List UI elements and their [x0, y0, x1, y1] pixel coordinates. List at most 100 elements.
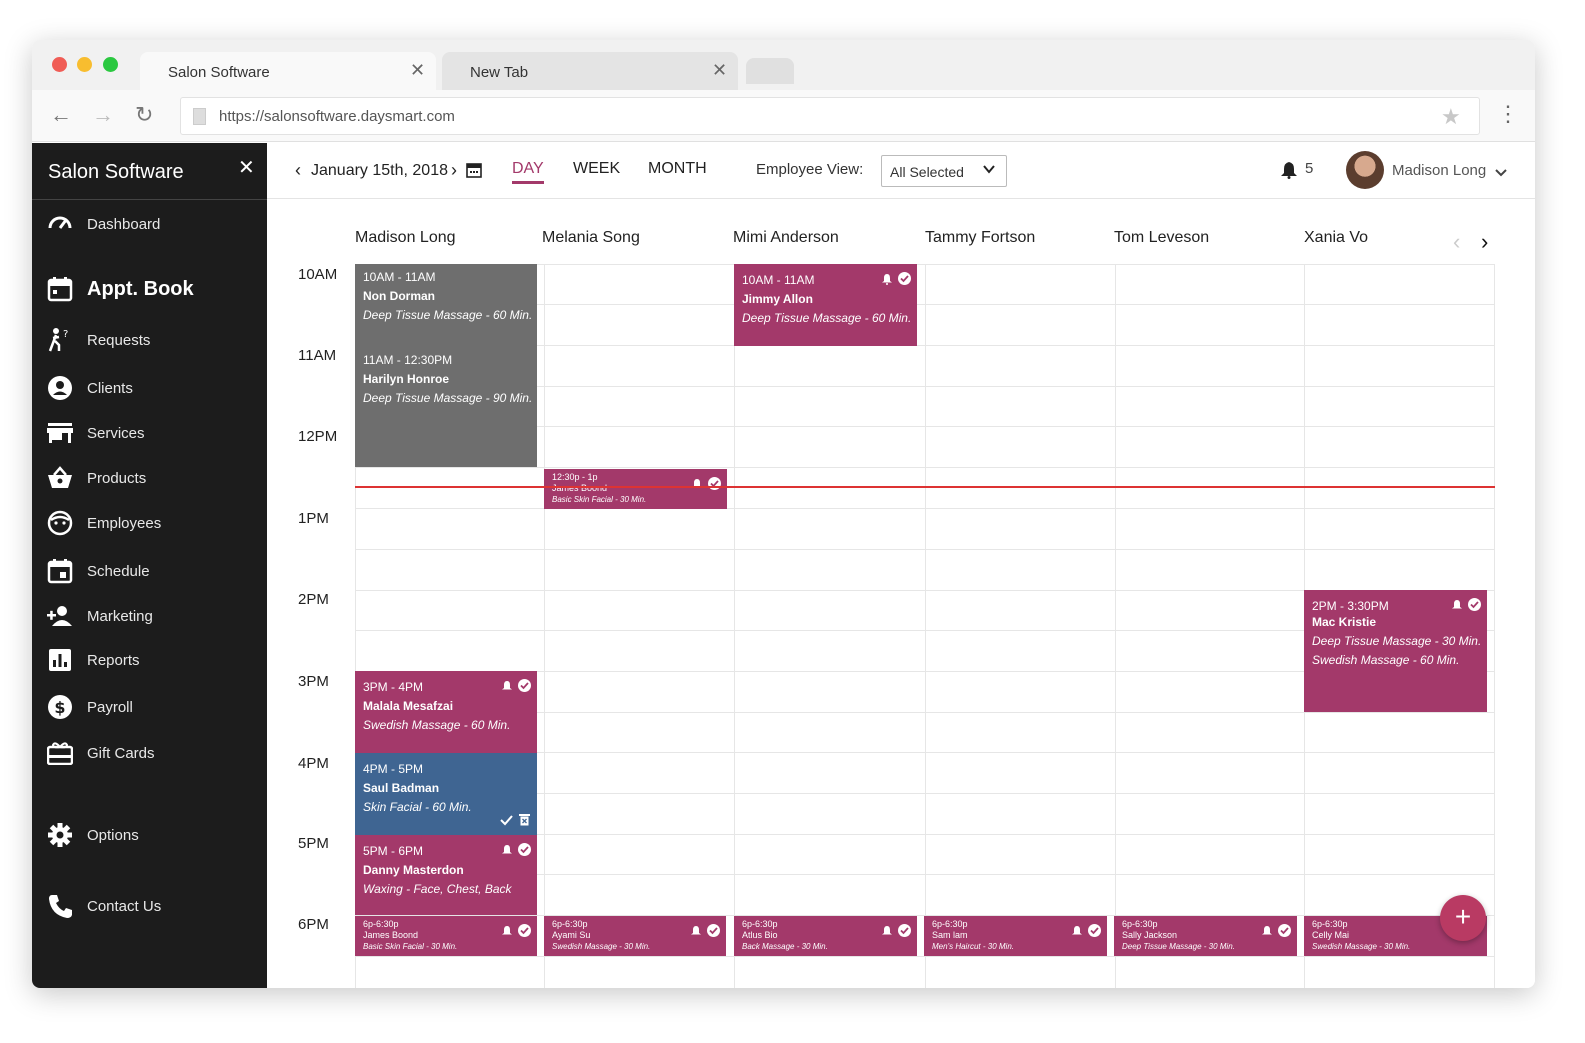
- maximize-window-button[interactable]: [103, 57, 118, 72]
- reminder-icon: [500, 843, 513, 856]
- appointment-time: 6p-6:30p: [1122, 919, 1158, 929]
- appointment-card[interactable]: 6p-6:30p James Boond Basic Skin Facial -…: [355, 916, 537, 956]
- time-label: 1PM: [298, 510, 329, 527]
- back-icon[interactable]: ←: [50, 102, 72, 127]
- appointment-service: Swedish Massage - 60 Min.: [363, 718, 511, 732]
- next-day-icon[interactable]: ›: [451, 160, 457, 180]
- appointment-card[interactable]: 3PM - 4PM Malala Mesafzai Swedish Massag…: [355, 671, 537, 753]
- store-icon: [46, 419, 74, 447]
- tab-label: Salon Software: [168, 64, 270, 81]
- appointment-status: [1260, 924, 1291, 937]
- sidebar-item-products[interactable]: Products: [46, 464, 256, 494]
- sidebar-item-gift-cards[interactable]: Gift Cards: [46, 739, 256, 769]
- employee-view-select[interactable]: All Selected: [881, 155, 1007, 187]
- reload-icon[interactable]: ↻: [135, 102, 154, 127]
- reminder-icon: [500, 679, 513, 692]
- tab-day[interactable]: DAY: [512, 160, 544, 184]
- minimize-window-button[interactable]: [77, 57, 92, 72]
- appointment-card[interactable]: 5PM - 6PM Danny Masterdon Waxing - Face,…: [355, 835, 537, 915]
- sidebar-item-clients[interactable]: Clients: [46, 374, 256, 404]
- chevron-down-icon[interactable]: [1495, 165, 1507, 183]
- trash-icon[interactable]: [518, 813, 531, 826]
- previous-day-icon[interactable]: ‹: [295, 160, 301, 180]
- menu-icon[interactable]: ⋮: [1497, 101, 1519, 126]
- face-icon: [46, 509, 74, 537]
- confirmed-icon: [1088, 924, 1101, 937]
- close-sidebar-icon[interactable]: ✕: [238, 157, 255, 179]
- bell-icon[interactable]: [1279, 161, 1299, 184]
- employee-column-header: Tammy Fortson: [925, 229, 1036, 246]
- appointment-client: James Boond: [552, 483, 608, 493]
- reminder-icon: [500, 924, 513, 937]
- appointment-client: Danny Masterdon: [363, 863, 464, 877]
- appointment-card[interactable]: 12:30p - 1p James Boond Basic Skin Facia…: [544, 469, 727, 509]
- sidebar-item-dashboard[interactable]: Dashboard: [46, 210, 256, 240]
- next-employees-icon[interactable]: ›: [1481, 229, 1489, 254]
- sidebar-item-appt-book[interactable]: Appt. Book: [46, 275, 256, 305]
- schedule-icon: [46, 557, 74, 585]
- time-label: 10AM: [298, 266, 338, 283]
- plus-icon: +: [1454, 901, 1472, 932]
- appointment-time: 10AM - 11AM: [363, 270, 436, 284]
- user-name[interactable]: Madison Long: [1392, 162, 1487, 179]
- account-circle-icon: [46, 374, 74, 402]
- appointment-client: Saul Badman: [363, 781, 440, 795]
- gift-card-icon: [46, 739, 74, 767]
- sidebar: Salon Software ✕ Dashboard Appt. Book ? …: [32, 143, 267, 988]
- appointment-card[interactable]: 2PM - 3:30PM Mac Kristie Deep Tissue Mas…: [1304, 590, 1487, 712]
- url-field[interactable]: https://salonsoftware.daysmart.com ★: [180, 97, 1480, 135]
- employee-column-header: Tom Leveson: [1114, 229, 1210, 246]
- tab-month[interactable]: MONTH: [648, 160, 707, 177]
- sidebar-item-label: Contact Us: [87, 898, 162, 915]
- appointment-status: [500, 924, 531, 937]
- tab-week[interactable]: WEEK: [573, 160, 621, 177]
- bar-chart-icon: [46, 646, 74, 674]
- sidebar-item-marketing[interactable]: Marketing: [46, 602, 256, 632]
- tab-strip: Salon Software ✕ New Tab ✕: [32, 40, 1535, 90]
- close-tab-icon[interactable]: ✕: [712, 60, 728, 80]
- appointment-service: Skin Facial - 60 Min.: [363, 800, 472, 814]
- sidebar-item-requests[interactable]: ? Requests: [46, 326, 256, 356]
- appointment-card[interactable]: 6p-6:30p Sam lam Men's Haircut - 30 Min.: [924, 916, 1107, 956]
- appointment-service: Deep Tissue Massage - 90 Min.: [363, 391, 533, 405]
- sidebar-item-label: Appt. Book: [87, 278, 194, 300]
- requests-icon: ?: [46, 326, 74, 354]
- star-icon[interactable]: ★: [1441, 104, 1461, 129]
- appointment-card-selected[interactable]: 4PM - 5PM Saul Badman Skin Facial - 60 M…: [355, 753, 537, 835]
- sidebar-item-services[interactable]: Services: [46, 419, 256, 449]
- tab-salon-software[interactable]: Salon Software ✕: [140, 52, 436, 90]
- sidebar-item-reports[interactable]: Reports: [46, 646, 256, 676]
- date-picker-icon[interactable]: [466, 162, 482, 183]
- appointment-card[interactable]: 6p-6:30p Sally Jackson Deep Tissue Massa…: [1114, 916, 1297, 956]
- close-tab-icon[interactable]: ✕: [410, 60, 426, 80]
- time-label: 12PM: [298, 428, 338, 445]
- forward-icon[interactable]: →: [92, 102, 114, 127]
- calendar-grid[interactable]: [355, 264, 1495, 988]
- avatar[interactable]: [1346, 151, 1384, 189]
- close-window-button[interactable]: [52, 57, 67, 72]
- sidebar-item-label: Employees: [87, 515, 162, 532]
- new-tab-button[interactable]: [746, 58, 794, 84]
- appointment-client: James Boond: [363, 930, 419, 940]
- appointment-status: [1450, 598, 1481, 611]
- appointment-card[interactable]: 11AM - 12:30PM Harilyn Honroe Deep Tissu…: [355, 347, 537, 467]
- previous-employees-icon[interactable]: ‹: [1453, 229, 1461, 254]
- appointment-service: Basic Skin Facial - 30 Min.: [363, 942, 458, 951]
- appointment-card[interactable]: 10AM - 11AM Non Dorman Deep Tissue Massa…: [355, 264, 537, 347]
- sidebar-item-payroll[interactable]: $ Payroll: [46, 693, 256, 723]
- sidebar-item-schedule[interactable]: Schedule: [46, 557, 256, 587]
- appointment-status: [690, 477, 721, 490]
- appointment-book: ‹ January 15th, 2018 › DAY WEEK MONTH Em…: [267, 143, 1535, 988]
- tab-new-tab[interactable]: New Tab ✕: [442, 52, 738, 90]
- confirmed-icon: [518, 924, 531, 937]
- check-icon[interactable]: [500, 813, 513, 826]
- sidebar-item-employees[interactable]: Employees: [46, 509, 256, 539]
- employee-view-label: Employee View:: [756, 161, 864, 178]
- appointment-card[interactable]: 6p-6:30p Atlus Bio Back Massage - 30 Min…: [734, 916, 917, 956]
- sidebar-item-contact-us[interactable]: Contact Us: [46, 892, 256, 922]
- appointment-card[interactable]: 10AM - 11AM Jimmy Allon Deep Tissue Mass…: [734, 264, 917, 346]
- sidebar-item-options[interactable]: Options: [46, 821, 256, 851]
- appointment-time: 10AM - 11AM: [742, 273, 815, 287]
- add-appointment-button[interactable]: +: [1440, 895, 1486, 941]
- appointment-card[interactable]: 6p-6:30p Ayami Su Swedish Massage - 30 M…: [544, 916, 726, 956]
